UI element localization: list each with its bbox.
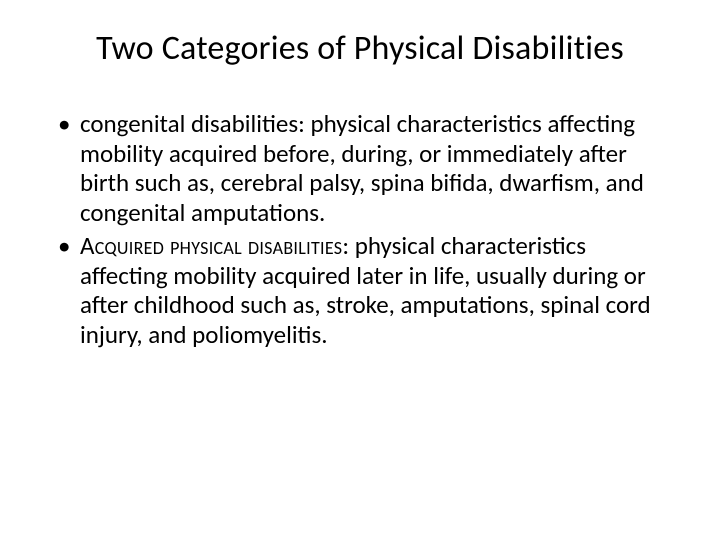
list-item: Acquired physical disabilities: physical…: [54, 231, 666, 349]
bullet-list: congenital disabilities: physical charac…: [48, 109, 672, 349]
list-item: congenital disabilities: physical charac…: [54, 109, 666, 227]
slide: Two Categories of Physical Disabilities …: [0, 0, 720, 540]
slide-title: Two Categories of Physical Disabilities: [48, 28, 672, 69]
bullet-lead: congenital disabilities:: [80, 108, 310, 139]
bullet-lead-smallcaps: Acquired physical disabilities: [80, 230, 342, 261]
